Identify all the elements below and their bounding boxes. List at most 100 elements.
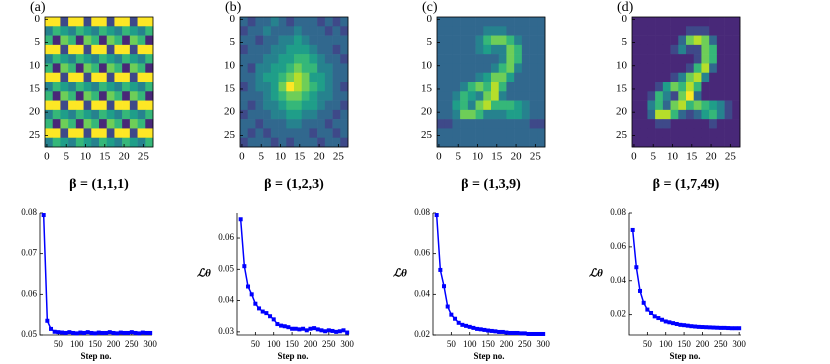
heatmap-cell [724, 72, 733, 83]
x-tick-label: 10 [472, 151, 484, 163]
point [652, 314, 657, 319]
heatmap-cell [340, 137, 349, 148]
heatmap-cell [521, 100, 530, 111]
point [89, 330, 94, 335]
heatmap-cell [240, 63, 249, 74]
point [700, 325, 705, 330]
heatmap-cell [60, 109, 69, 120]
heatmap-cell [114, 119, 123, 129]
heatmap-cell [270, 17, 279, 27]
heatmap-cell [678, 128, 687, 139]
heatmap-cell [444, 119, 453, 129]
heatmap-cell [255, 119, 264, 129]
heatmap-cell [286, 119, 295, 129]
point [718, 325, 723, 330]
point [107, 330, 112, 335]
point [268, 314, 273, 319]
heatmap-cell [670, 137, 679, 148]
heatmap-cell [340, 100, 349, 111]
heatmap-cell [483, 128, 492, 139]
x-tick-label: 5 [650, 151, 656, 163]
x-tick-label: 20 [511, 151, 523, 163]
heatmap-cell [491, 72, 500, 83]
heatmap-cell [68, 44, 77, 55]
point [111, 330, 116, 335]
heatmap-cell [467, 82, 476, 92]
x-tick-label: 250 [322, 339, 336, 349]
heatmap-cell [278, 44, 287, 55]
heatmap-cell [60, 128, 69, 139]
heatmap-cell [647, 17, 656, 27]
heatmap-cell [270, 91, 279, 101]
heatmap-cell [286, 54, 295, 64]
heatmap-cell [632, 82, 641, 92]
heatmap-cell [491, 35, 500, 46]
heatmap-cell [701, 128, 710, 139]
heatmap-cell [452, 100, 461, 111]
heatmap-cell [686, 137, 695, 148]
heatmap-cell [491, 17, 500, 27]
heatmap-cell [467, 119, 476, 129]
point [467, 324, 472, 329]
heatmap-cell [670, 100, 679, 111]
heatmap-cell [60, 17, 69, 27]
heatmap-cell [255, 128, 264, 139]
heatmap-cell [647, 119, 656, 129]
heatmap-cell [529, 54, 538, 64]
heatmap-cell [498, 109, 507, 120]
heatmap-cell [99, 100, 108, 111]
heatmap-cell [45, 91, 54, 101]
heatmap-cell [301, 100, 310, 111]
heatmap-cell [514, 137, 523, 148]
heatmap-cell [145, 35, 154, 46]
plot-frame [631, 16, 741, 148]
heatmap-cell [506, 91, 515, 101]
heatmap-cell [137, 109, 146, 120]
heatmap-cell [475, 35, 484, 46]
heatmap-cell [332, 26, 341, 36]
point [104, 330, 109, 335]
heatmap-cell [452, 91, 461, 101]
y-tick-label: 25 [224, 129, 236, 141]
heatmap-cell [521, 128, 530, 139]
point [74, 331, 79, 336]
heatmap-cell [701, 26, 710, 36]
heatmap-cell [137, 35, 146, 46]
heatmap-cell [514, 26, 523, 36]
heatmap-cell [137, 26, 146, 36]
y-tick-label: 10 [616, 59, 628, 71]
heatmap-cell [514, 82, 523, 92]
heatmap-cell [460, 137, 469, 148]
heatmap-cell [467, 26, 476, 36]
heatmap-cell [460, 128, 469, 139]
x-tick-label: 50 [54, 339, 64, 349]
heatmap-cell [263, 128, 272, 139]
heatmap-cell [529, 72, 538, 83]
heatmap-cell [632, 26, 641, 36]
heatmap-cell [483, 91, 492, 101]
heatmap-cell [483, 26, 492, 36]
x-tick-label: 150 [677, 339, 691, 349]
y-tick-label: 20 [224, 106, 236, 118]
heatmap-cell [529, 17, 538, 27]
heatmap-cell [114, 100, 123, 111]
point [118, 330, 123, 335]
heatmap-cell [444, 109, 453, 120]
heatmap-cell [491, 54, 500, 64]
heatmap-cell [655, 119, 664, 129]
point [133, 330, 138, 335]
heatmap-cell [309, 63, 318, 74]
heatmap-cell [137, 100, 146, 111]
heatmap-cell [309, 82, 318, 92]
heatmap-cell [632, 109, 641, 120]
heatmap-cell [716, 72, 725, 83]
heatmap-cell [145, 109, 154, 120]
heatmap-cell [437, 128, 446, 139]
heatmap-cell [309, 17, 318, 27]
heatmap-cell [137, 82, 146, 92]
heatmap-cell [91, 137, 100, 148]
heatmap-cell [529, 63, 538, 74]
heatmap-cell [732, 17, 741, 27]
point [96, 330, 101, 335]
heatmap-cell [491, 100, 500, 111]
